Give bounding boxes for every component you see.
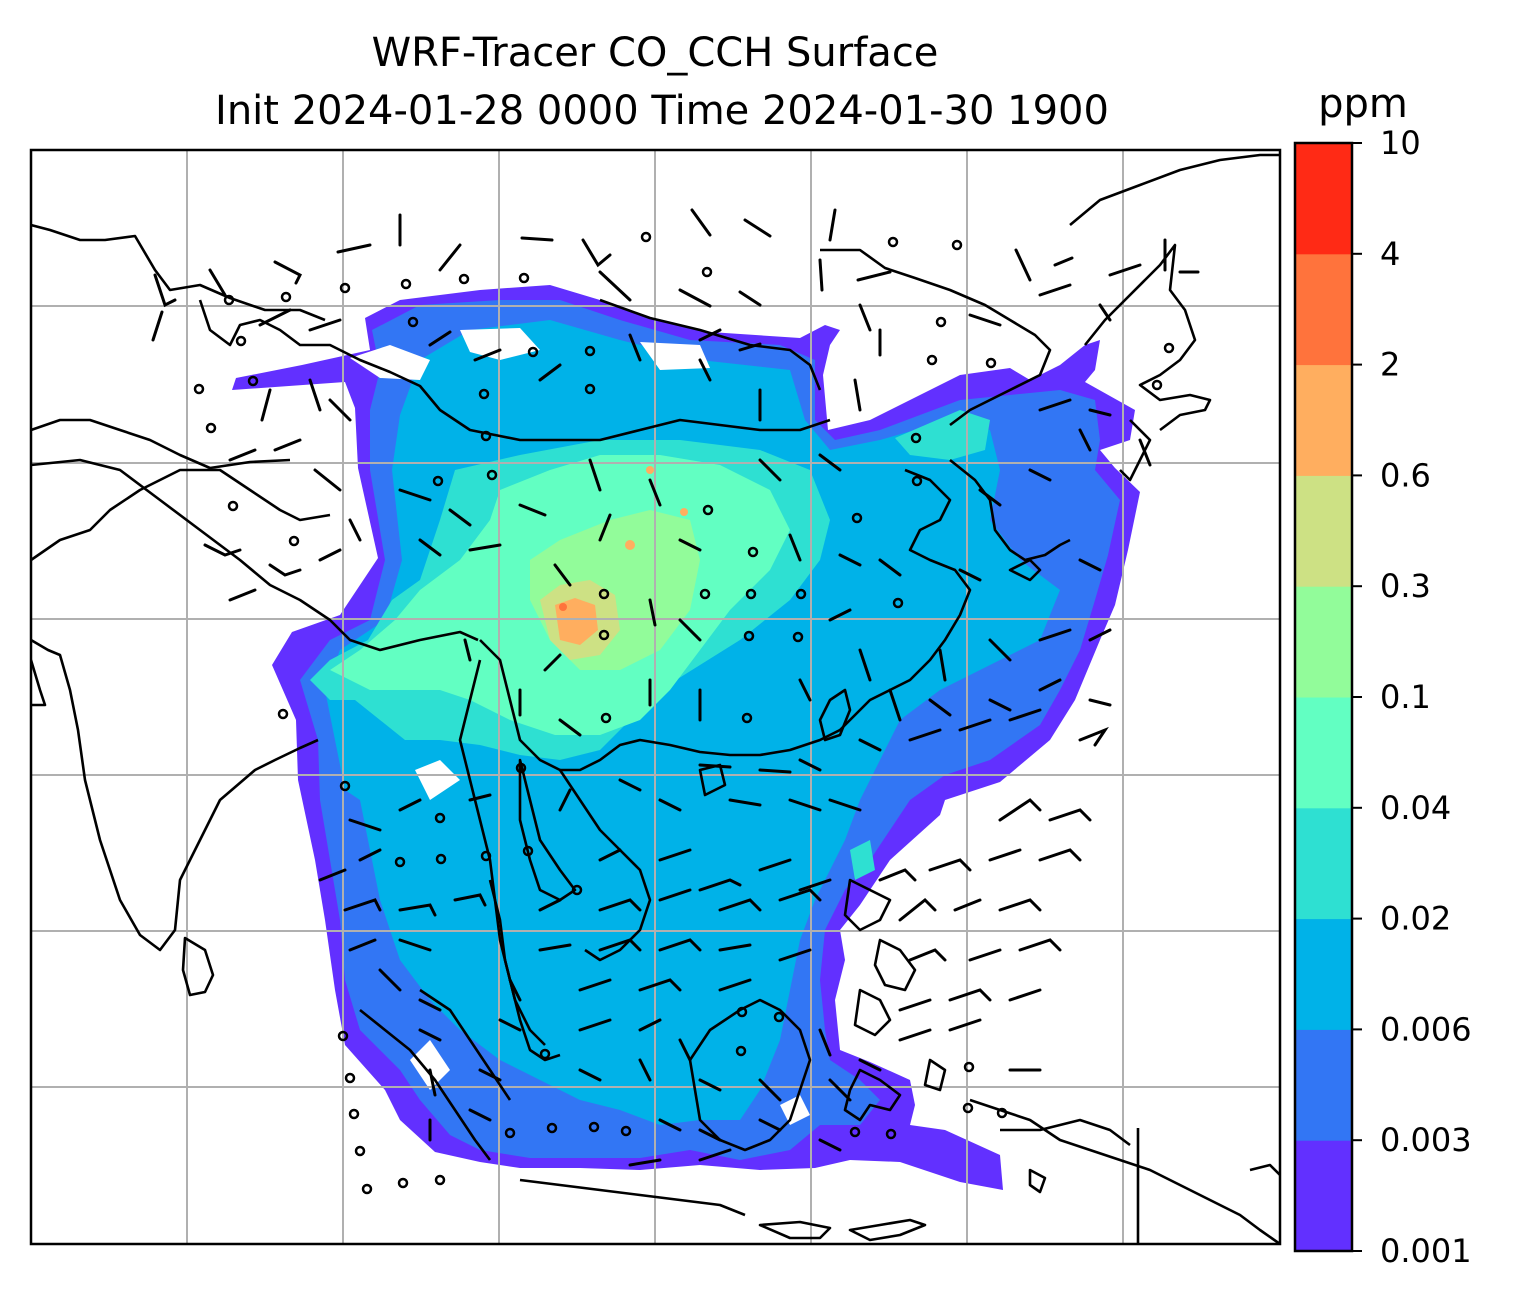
colorbar-tick-label: 0.3 <box>1380 567 1431 605</box>
map-title-line-2: Init 2024-01-28 0000 Time 2024-01-30 190… <box>215 88 1109 134</box>
colorbar-band <box>1295 918 1352 1030</box>
colorbar-band <box>1295 364 1352 476</box>
colorbar-tick-label: 0.003 <box>1380 1121 1472 1159</box>
colorbar-tick-label: 0.02 <box>1380 900 1451 938</box>
colorbar-tick-label: 0.1 <box>1380 678 1431 716</box>
map-gridlines <box>31 150 1280 1244</box>
colorbar-band <box>1295 253 1352 366</box>
colorbar-ticks: 0.001 0.003 0.006 0.02 0.04 0.1 0.3 0.6 2 4 10 <box>1352 124 1472 1270</box>
wind-calm-circles <box>193 231 1175 1195</box>
colorbar-bands <box>1295 143 1352 1252</box>
colorbar-band <box>1295 143 1352 255</box>
colorbar-band <box>1295 807 1352 920</box>
map-panel <box>31 150 1280 1244</box>
colorbar-tick-label: 0.6 <box>1380 456 1431 494</box>
colorbar-tick-label: 0.001 <box>1380 1232 1472 1270</box>
colorbar-band <box>1295 475 1352 587</box>
colorbar-tick-label: 0.04 <box>1380 789 1451 827</box>
colorbar: ppm 0.001 0.003 0.006 0.02 0.04 0.1 0.3 0.6 2 4 10 <box>1293 81 1472 1270</box>
colorbar-band <box>1295 1029 1352 1141</box>
wind-barbs <box>151 208 1200 1195</box>
colorbar-tick-label: 4 <box>1380 235 1400 273</box>
colorbar-tick-label: 0.006 <box>1380 1010 1472 1048</box>
colorbar-band <box>1295 586 1352 698</box>
tracer-concentration-field <box>232 285 1140 1190</box>
map-frame <box>29 148 1282 1246</box>
wind-barb-lines <box>151 208 1200 1167</box>
colorbar-band <box>1295 1140 1352 1252</box>
colorbar-band <box>1295 697 1352 809</box>
colorbar-unit-label: ppm <box>1318 81 1408 127</box>
map-title-line-1: WRF-Tracer CO_CCH Surface <box>372 30 939 76</box>
colorbar-tick-label: 2 <box>1380 346 1400 384</box>
colorbar-tick-label: 10 <box>1380 124 1421 162</box>
